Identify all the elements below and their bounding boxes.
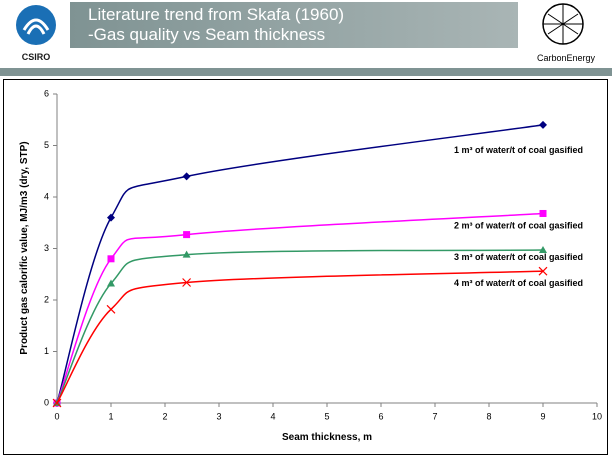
- x-axis-title: Seam thickness, m: [282, 432, 372, 443]
- x-tick-label: 3: [216, 411, 221, 421]
- marker: [539, 246, 547, 254]
- x-tick-label: 1: [108, 411, 113, 421]
- series-label: 4 m³ of water/t of coal gasified: [454, 278, 583, 288]
- marker: [107, 279, 115, 287]
- y-tick-label: 0: [44, 397, 49, 407]
- x-tick-label: 8: [486, 411, 491, 421]
- y-tick-label: 6: [44, 88, 49, 98]
- marker: [538, 266, 548, 276]
- series-label: 1 m³ of water/t of coal gasified: [454, 145, 583, 155]
- series-label: 2 m³ of water/t of coal gasified: [454, 220, 583, 230]
- x-tick-label: 0: [54, 411, 59, 421]
- chart-title: Literature trend from Skafa (1960): [88, 5, 344, 24]
- marker: [52, 398, 62, 408]
- x-tick-label: 10: [592, 411, 602, 421]
- marker: [107, 213, 115, 222]
- x-tick-label: 9: [540, 411, 545, 421]
- marker: [182, 172, 191, 181]
- x-tick-label: 5: [324, 411, 329, 421]
- series-line: [56, 124, 544, 404]
- series-line: [56, 270, 544, 404]
- y-tick-label: 4: [44, 191, 49, 201]
- series-label: 3 m³ of water/t of coal gasified: [454, 252, 583, 262]
- header-rule: [0, 68, 612, 76]
- chart-title: -Gas quality vs Seam thickness: [88, 25, 325, 44]
- x-tick-label: 7: [432, 411, 437, 421]
- series-line: [56, 212, 544, 404]
- marker: [182, 278, 192, 287]
- marker: [182, 250, 191, 258]
- y-axis-title: Product gas calorific value, MJ/m3 (dry,…: [19, 141, 30, 354]
- marker: [539, 120, 547, 129]
- y-tick-label: 2: [44, 294, 49, 304]
- marker: [539, 209, 547, 217]
- y-tick-label: 3: [44, 243, 49, 253]
- title-box: [70, 2, 518, 48]
- logo-right-text: CarbonEnergy: [537, 53, 596, 63]
- x-tick-label: 6: [378, 411, 383, 421]
- logo-left-text: CSIRO: [22, 52, 51, 62]
- y-tick-label: 1: [44, 346, 49, 356]
- series-line: [56, 249, 544, 404]
- x-tick-label: 4: [270, 411, 275, 421]
- marker: [106, 304, 116, 314]
- x-tick-label: 2: [162, 411, 167, 421]
- chart-frame: [3, 79, 608, 455]
- y-tick-label: 5: [44, 140, 49, 150]
- marker: [107, 255, 115, 263]
- marker: [183, 231, 191, 239]
